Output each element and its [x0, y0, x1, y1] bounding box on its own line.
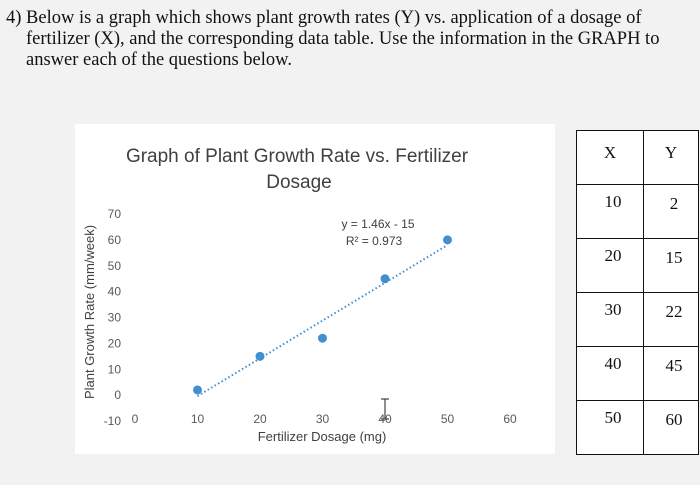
y-tick-label: 20: [108, 336, 122, 350]
data-point: [255, 351, 265, 361]
y-tick-label: 0: [114, 388, 121, 402]
y-tick-label: 40: [108, 285, 122, 299]
question-text: 4) Below is a graph which shows plant gr…: [6, 8, 696, 71]
chart-panel: Graph of Plant Growth Rate vs. Fertilize…: [75, 124, 555, 454]
table-cell-x: 10: [576, 184, 644, 239]
question-line-1: 4) Below is a graph which shows plant gr…: [6, 8, 642, 28]
y-axis-label: Plant Growth Rate (mm/week): [82, 225, 97, 399]
table-header-x: X: [576, 130, 644, 185]
table-header-y: Y: [643, 130, 699, 185]
r-squared-label: R² = 0.973: [346, 234, 403, 248]
x-tick-label: 10: [191, 412, 205, 426]
trendline-group: [196, 244, 449, 398]
table-cell-x: 50: [576, 400, 644, 455]
table-row: 20 15: [576, 238, 699, 293]
table-cell-x: 20: [576, 238, 644, 293]
text-cursor-icon: [381, 398, 389, 420]
y-tick-label: 10: [108, 362, 122, 376]
x-tick-label: 60: [503, 412, 517, 426]
trendline: [196, 244, 449, 398]
table-row: 30 22: [576, 292, 699, 347]
x-tick-label: 0: [132, 412, 139, 426]
table-cell-y: 22: [643, 292, 699, 347]
table-row: 10 2: [576, 184, 699, 239]
question-line-2: fertilizer (X), and the corresponding da…: [26, 29, 660, 49]
table-row: 50 60: [576, 400, 699, 455]
table-cell-y: 60: [643, 400, 699, 455]
trendline-equation: y = 1.46x - 15: [341, 217, 414, 231]
scatter-chart: Graph of Plant Growth Rate vs. Fertilize…: [82, 146, 517, 444]
table-cell-x: 30: [576, 292, 644, 347]
y-tick-labels: 70 60 50 40 30 20 10 0 -10: [104, 207, 122, 428]
question-line-3: answer each of the questions below.: [26, 50, 292, 70]
table-cell-x: 40: [576, 346, 644, 401]
table-row: 40 45: [576, 346, 699, 401]
data-point: [318, 333, 327, 343]
y-tick-label: 50: [108, 259, 122, 273]
x-tick-labels: 0 10 20 30 40 50 60: [132, 412, 517, 426]
x-axis-label: Fertilizer Dosage (mg): [258, 429, 387, 444]
table-header-row: X Y: [576, 130, 699, 185]
question-number: 4): [6, 8, 22, 28]
y-tick-label: -10: [104, 414, 122, 428]
chart-title-line-1: Graph of Plant Growth Rate vs. Fertilize…: [126, 146, 469, 167]
table-cell-y: 15: [643, 238, 699, 293]
y-tick-label: 60: [108, 233, 122, 247]
x-tick-label: 20: [253, 412, 267, 426]
table-cell-y: 45: [643, 346, 699, 401]
data-point: [443, 235, 452, 245]
table-cell-y: 2: [643, 184, 699, 239]
y-tick-label: 70: [108, 207, 122, 221]
y-tick-label: 30: [108, 311, 122, 325]
x-tick-label: 50: [441, 412, 455, 426]
chart-title-line-2: Dosage: [266, 172, 332, 193]
data-point: [380, 274, 390, 284]
data-table: X Y 10 2 20 15 30 22 40 45 50 60: [576, 130, 699, 455]
x-tick-label: 30: [316, 412, 330, 426]
data-points: [193, 235, 452, 395]
data-point: [193, 385, 202, 395]
